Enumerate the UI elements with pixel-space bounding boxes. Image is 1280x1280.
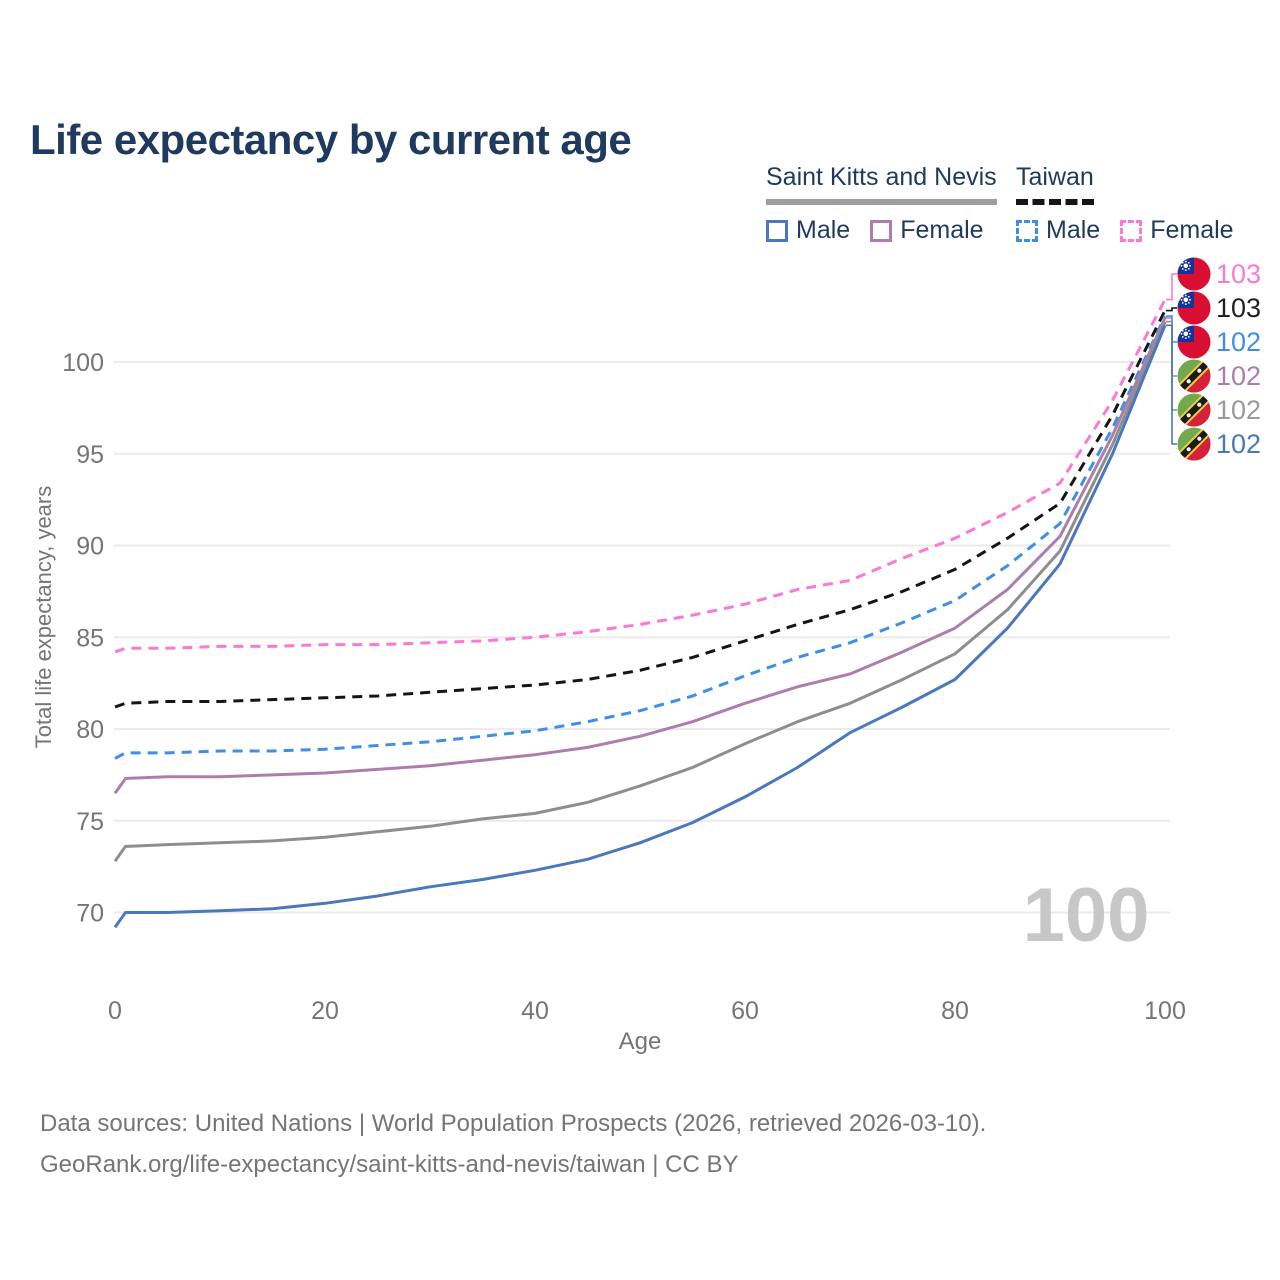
series-line-saint-kitts-and-nevis-male: [113, 324, 1167, 929]
taiwan-male-swatch-icon: [1016, 219, 1038, 242]
y-tick-75: 75: [76, 808, 104, 836]
y-tick-70: 70: [76, 900, 104, 928]
x-tick-0: 0: [108, 997, 122, 1025]
legend-item-label: Female: [1150, 216, 1234, 244]
legend-item-taiwan-male[interactable]: Male: [1016, 216, 1100, 245]
y-tick-100: 100: [62, 349, 104, 377]
legend-group-saint-kitts-and-nevis: Saint Kitts and Nevis Male Female: [766, 163, 997, 245]
series-line-saint-kitts-and-nevis-both-sexes: [113, 321, 1167, 862]
x-tick-40: 40: [521, 997, 549, 1025]
flag-icon-taiwan: [1177, 325, 1211, 359]
skn-female-swatch-icon: [870, 219, 893, 242]
taiwan-female-swatch-icon: [1120, 219, 1143, 242]
legend-item-label: Male: [1046, 216, 1101, 244]
end-label-connector-taiwan-both-sexes: [1166, 307, 1177, 312]
legend-item-taiwan-female[interactable]: Female: [1120, 216, 1234, 245]
series-line-taiwan-male: [114, 315, 1167, 760]
flag-icon-saint-kitts-and-nevis: [1177, 427, 1211, 461]
end-label-connector-saint-kitts-and-nevis-male: [1166, 324, 1177, 445]
chart-title: Life expectancy by current age: [30, 116, 632, 164]
end-label-connector-saint-kitts-and-nevis-both-sexes: [1166, 320, 1177, 411]
legend-item-skn-female[interactable]: Female: [870, 216, 984, 245]
y-tick-95: 95: [76, 441, 104, 469]
legend-item-label: Male: [796, 216, 851, 244]
end-label-taiwan-male: 102: [1216, 327, 1261, 357]
x-tick-60: 60: [731, 997, 759, 1025]
legend-group-taiwan: Taiwan Male Female: [1016, 163, 1234, 245]
legend-country-taiwan[interactable]: Taiwan: [1016, 163, 1094, 205]
end-label-taiwan-both-sexes: 103: [1216, 293, 1261, 323]
x-tick-80: 80: [941, 997, 969, 1025]
legend-item-skn-male[interactable]: Male: [766, 216, 850, 245]
legend-items-taiwan: Male Female: [1016, 216, 1234, 245]
y-tick-85: 85: [76, 624, 104, 652]
end-label-saint-kitts-and-nevis-female: 102: [1216, 361, 1261, 391]
flag-icon-taiwan: [1177, 291, 1211, 325]
flag-icon-saint-kitts-and-nevis: [1177, 359, 1211, 393]
legend-item-label: Female: [900, 216, 984, 244]
series-line-taiwan-female: [114, 298, 1167, 654]
y-tick-90: 90: [76, 533, 104, 561]
flag-icon-saint-kitts-and-nevis: [1177, 393, 1211, 427]
x-tick-100: 100: [1144, 997, 1186, 1025]
series-line-taiwan-both-sexes: [114, 309, 1167, 709]
end-label-connector-taiwan-female: [1166, 273, 1177, 301]
skn-male-swatch-icon: [766, 219, 788, 242]
end-label-saint-kitts-and-nevis-male: 102: [1216, 429, 1261, 459]
flag-icon-taiwan: [1177, 257, 1211, 291]
data-sources-text: Data sources: United Nations | World Pop…: [40, 1110, 987, 1137]
y-axis-title: Total life expectancy, years: [31, 485, 56, 749]
end-label-connector-taiwan-male: [1166, 315, 1177, 343]
age-watermark: 100: [1023, 873, 1150, 958]
y-tick-80: 80: [76, 716, 104, 744]
legend-country-saint-kitts-and-nevis[interactable]: Saint Kitts and Nevis: [766, 163, 997, 205]
end-label-connector-saint-kitts-and-nevis-female: [1166, 317, 1177, 377]
x-axis-title: Age: [619, 1028, 662, 1055]
series-line-saint-kitts-and-nevis-female: [113, 317, 1167, 795]
legend-items-saint-kitts-and-nevis: Male Female: [766, 216, 997, 245]
attribution-url-text: GeoRank.org/life-expectancy/saint-kitts-…: [40, 1151, 739, 1178]
end-label-taiwan-female: 103: [1216, 259, 1261, 289]
x-tick-20: 20: [311, 997, 339, 1025]
end-label-saint-kitts-and-nevis-both-sexes: 102: [1216, 395, 1261, 425]
